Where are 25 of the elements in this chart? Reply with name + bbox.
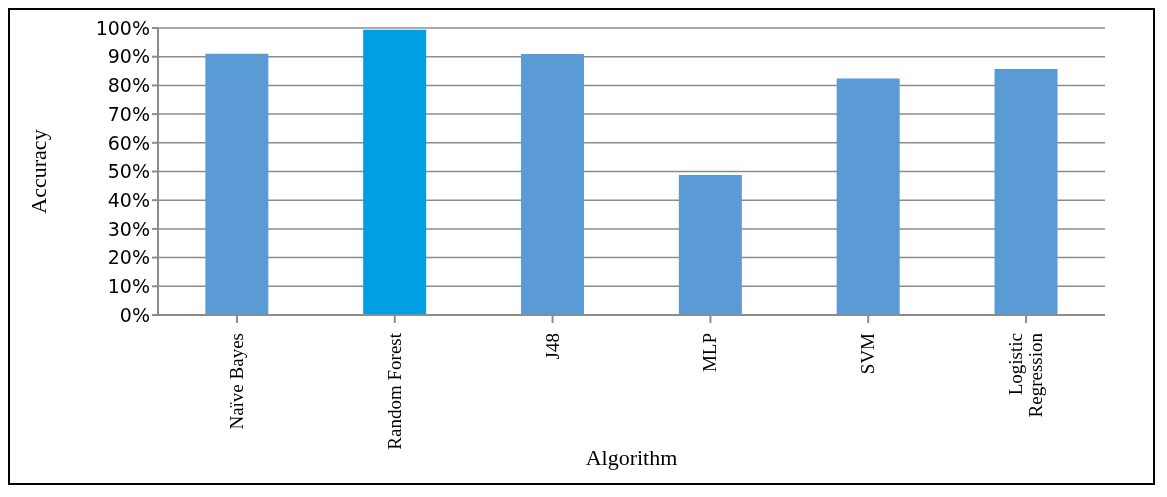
y-axis-title: Accuracy (25, 129, 51, 214)
x-tick-label: Random Forest (383, 332, 405, 450)
y-tick-label: 30% (107, 217, 150, 240)
x-axis-title: Algorithm (585, 445, 678, 470)
bar (994, 69, 1058, 315)
x-tick-label: J48 (541, 333, 563, 360)
y-tick-label: 50% (107, 160, 150, 183)
bar (521, 54, 585, 315)
bar (205, 53, 269, 315)
y-tick-label: 10% (107, 275, 150, 298)
y-tick-label: 90% (107, 45, 150, 68)
bar (678, 174, 742, 315)
y-tick-label: 100% (95, 16, 150, 39)
y-tick-label: 40% (107, 188, 150, 211)
y-tick-label: 60% (107, 131, 150, 154)
y-tick-label: 80% (107, 74, 150, 97)
y-tick-label: 70% (107, 102, 150, 125)
bar (836, 78, 900, 315)
x-tick-label: Logistic Regression (1005, 332, 1047, 418)
x-tick-label: MLP (699, 333, 721, 373)
y-tick-label: 20% (107, 246, 150, 269)
bar (363, 29, 427, 315)
y-tick-label: 0% (119, 303, 150, 326)
x-tick-label: SVM (857, 332, 879, 375)
x-tick-label: Naïve Bayes (225, 333, 247, 430)
